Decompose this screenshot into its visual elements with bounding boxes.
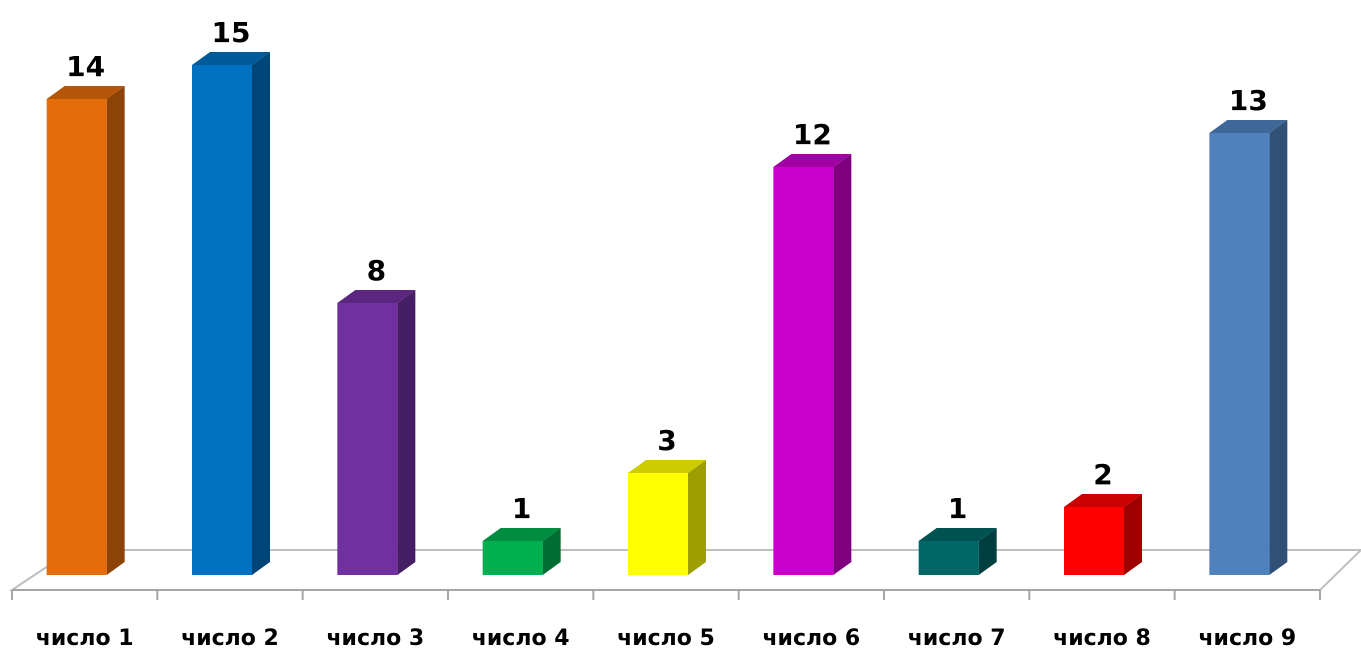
bar-front-face bbox=[337, 303, 398, 575]
bar-front-face bbox=[628, 473, 688, 575]
bar-top-face bbox=[337, 290, 416, 303]
bar-front-face bbox=[773, 167, 834, 575]
bar-top-face bbox=[918, 528, 997, 541]
bar-side-face bbox=[978, 528, 997, 575]
bar-2 bbox=[192, 52, 270, 575]
bar-top-face bbox=[482, 528, 561, 541]
value-label: 14 bbox=[66, 50, 105, 83]
bar-front-face bbox=[46, 99, 107, 575]
bar-5 bbox=[628, 460, 706, 575]
bar-side-face bbox=[1124, 494, 1142, 575]
bar-side-face bbox=[397, 290, 416, 575]
bar-front-face bbox=[482, 541, 543, 575]
bar-front-face bbox=[1064, 507, 1124, 575]
bars-group bbox=[46, 52, 1288, 575]
bar-side-face bbox=[833, 154, 852, 575]
bar-side-face bbox=[688, 460, 706, 575]
bar-side-face bbox=[1269, 120, 1288, 575]
bar-top-face bbox=[46, 86, 125, 99]
bar-top-face bbox=[192, 52, 270, 65]
category-label: число 3 bbox=[326, 626, 424, 651]
bar-7 bbox=[918, 528, 997, 575]
bar-4 bbox=[482, 528, 561, 575]
bar-front-face bbox=[1209, 133, 1270, 575]
value-label: 13 bbox=[1229, 84, 1268, 117]
value-label: 2 bbox=[1093, 458, 1112, 491]
value-label: 1 bbox=[512, 492, 531, 525]
bar-top-face bbox=[1209, 120, 1288, 133]
bar-side-face bbox=[542, 528, 561, 575]
category-label: число 2 bbox=[181, 626, 279, 651]
value-label: 12 bbox=[793, 118, 832, 151]
bar-front-face bbox=[918, 541, 979, 575]
bar-top-face bbox=[1064, 494, 1142, 507]
bar-side-face bbox=[252, 52, 270, 575]
category-label: число 1 bbox=[36, 626, 134, 651]
category-axis bbox=[11, 589, 1321, 600]
bar-front-face bbox=[192, 65, 252, 575]
bar-1 bbox=[46, 86, 125, 575]
bar-top-face bbox=[773, 154, 852, 167]
category-label: число 7 bbox=[908, 626, 1006, 651]
category-label: число 5 bbox=[617, 626, 715, 651]
bar-8 bbox=[1064, 494, 1142, 575]
bar-6 bbox=[773, 154, 852, 575]
category-label: число 8 bbox=[1053, 626, 1151, 651]
bar-side-face bbox=[106, 86, 125, 575]
category-label: число 9 bbox=[1198, 626, 1296, 651]
category-labels-group: число 1 число 2 число 3 число 4 число 5 число… bbox=[36, 626, 1296, 651]
bar-9 bbox=[1209, 120, 1288, 575]
value-label: 15 bbox=[212, 16, 251, 49]
category-label: число 6 bbox=[762, 626, 860, 651]
value-label: 3 bbox=[657, 424, 676, 457]
value-label: 1 bbox=[948, 492, 967, 525]
category-label: число 4 bbox=[472, 626, 570, 651]
bar-top-face bbox=[628, 460, 706, 473]
value-label: 8 bbox=[367, 254, 386, 287]
bar-3 bbox=[337, 290, 416, 575]
